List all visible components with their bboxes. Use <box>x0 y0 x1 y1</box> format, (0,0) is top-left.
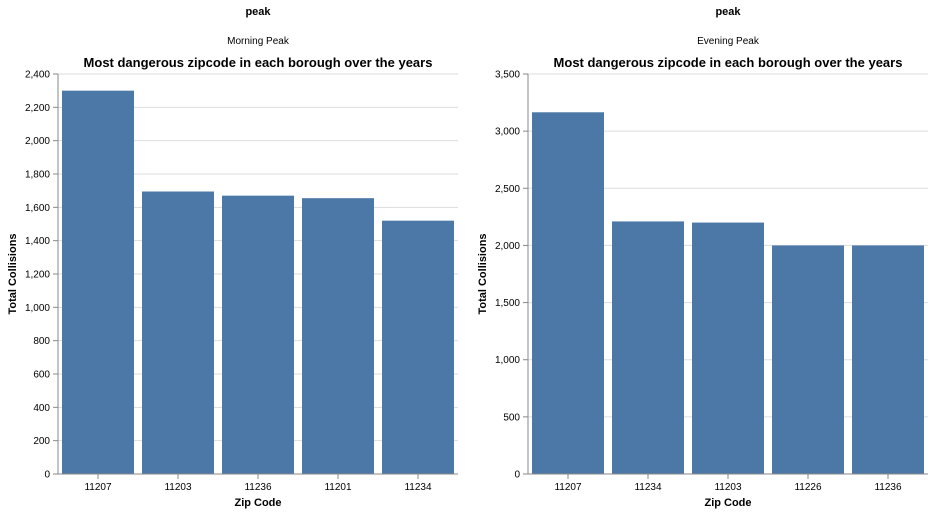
bar-11234 <box>612 221 684 474</box>
bar-11226 <box>772 245 844 474</box>
chart-title: Most dangerous zipcode in each borough o… <box>554 55 903 70</box>
x-tick-label: 11201 <box>324 482 352 493</box>
y-tick-label: 800 <box>33 336 50 347</box>
y-tick-label: 0 <box>514 470 520 481</box>
x-tick-label: 11236 <box>244 482 272 493</box>
y-tick-label: 200 <box>33 436 50 447</box>
y-tick-label: 1,400 <box>25 236 50 247</box>
chart-panel-1: peak Evening Peak Most dangerous zipcode i… <box>477 6 928 509</box>
x-tick-label: 11226 <box>794 482 822 493</box>
facet-header: peak <box>715 6 741 18</box>
y-tick-label: 3,000 <box>495 127 520 138</box>
x-tick-label: 11207 <box>554 482 582 493</box>
y-tick-label: 500 <box>503 412 520 423</box>
x-tick-label: 11236 <box>874 482 902 493</box>
x-tick-label: 11234 <box>634 482 662 493</box>
y-tick-label: 2,200 <box>25 103 50 114</box>
y-tick-label: 3,500 <box>495 70 520 81</box>
y-axis-title: Total Collisions <box>7 233 19 314</box>
bar-11234 <box>382 220 454 474</box>
y-tick-label: 1,600 <box>25 203 50 214</box>
y-tick-label: 0 <box>44 470 50 481</box>
bar-11236 <box>852 245 924 474</box>
y-tick-label: 1,500 <box>495 298 520 309</box>
y-tick-label: 2,400 <box>25 70 50 81</box>
y-tick-label: 2,000 <box>25 136 50 147</box>
bar-11207 <box>532 112 604 475</box>
y-tick-label: 1,800 <box>25 170 50 181</box>
y-tick-label: 1,000 <box>495 355 520 366</box>
y-axis-title: Total Collisions <box>477 233 489 314</box>
bar-11236 <box>222 195 294 474</box>
x-axis-title: Zip Code <box>234 497 281 509</box>
facet-header: peak <box>245 6 271 18</box>
bar-11203 <box>142 191 214 474</box>
x-tick-label: 11234 <box>404 482 432 493</box>
bar-11203 <box>692 222 764 474</box>
x-tick-label: 11203 <box>714 482 742 493</box>
y-tick-label: 1,200 <box>25 270 50 281</box>
x-tick-label: 11207 <box>84 482 112 493</box>
x-axis-title: Zip Code <box>704 497 751 509</box>
chart-panel-0: peak Morning Peak Most dangerous zipcode i… <box>7 6 458 509</box>
y-tick-label: 600 <box>33 370 50 381</box>
chart-title: Most dangerous zipcode in each borough o… <box>84 55 433 70</box>
facet-value: Evening Peak <box>697 36 760 47</box>
bar-11201 <box>302 198 374 474</box>
y-tick-label: 2,000 <box>495 241 520 252</box>
y-tick-label: 1,000 <box>25 303 50 314</box>
bar-11207 <box>62 90 134 475</box>
y-tick-label: 400 <box>33 403 50 414</box>
y-tick-label: 2,500 <box>495 184 520 195</box>
x-tick-label: 11203 <box>164 482 192 493</box>
facet-value: Morning Peak <box>227 36 290 47</box>
